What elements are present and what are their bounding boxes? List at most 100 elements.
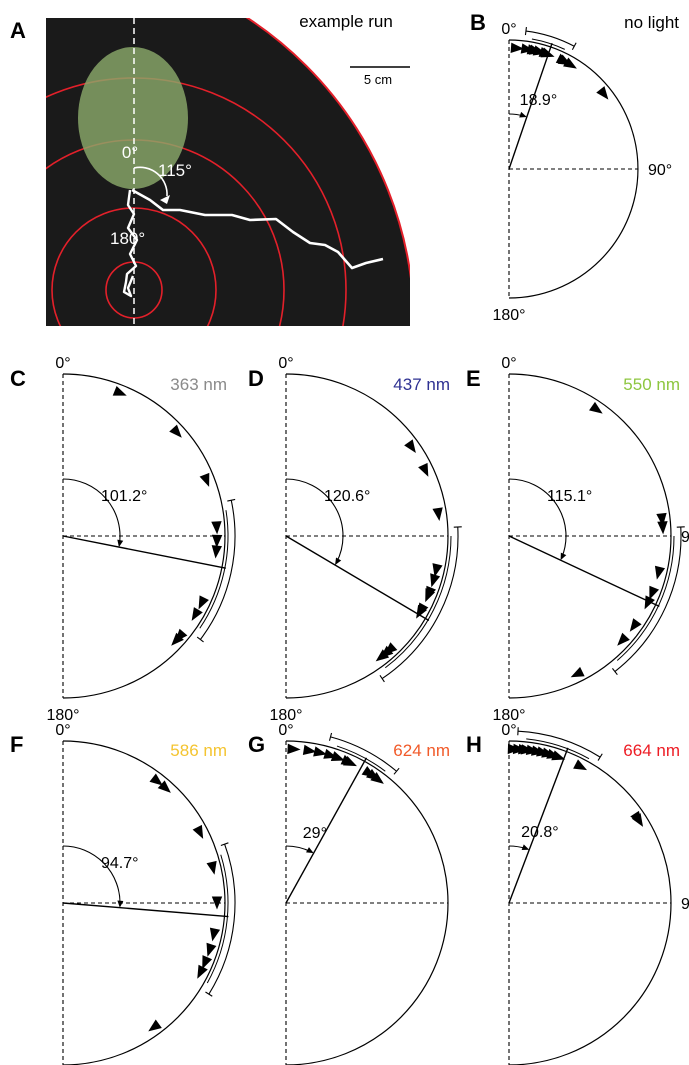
data-arrowhead (375, 649, 390, 662)
panel-letter: F (10, 732, 23, 757)
data-arrowhead (432, 507, 443, 522)
mean-vector (508, 535, 660, 608)
data-arrowhead (649, 585, 660, 600)
mean-vector (508, 42, 553, 170)
confidence-arc (614, 526, 682, 672)
panel-letter: D (248, 366, 264, 391)
confidence-tick (196, 636, 204, 643)
data-arrowhead (510, 42, 524, 54)
mean-angle-label: 120.6° (324, 488, 370, 505)
mean-vector (285, 757, 368, 904)
mean-angle-label: 18.9° (520, 92, 558, 109)
confidence-arc (525, 30, 575, 47)
data-arrowhead (432, 563, 443, 577)
mean-angle-label: 115.1° (547, 488, 592, 505)
data-arrowhead (563, 57, 577, 69)
data-arrowhead (287, 743, 301, 755)
panel-letter: H (466, 732, 482, 757)
data-arrowhead (629, 618, 642, 632)
mean-angle-arc (62, 845, 121, 905)
data-arrowhead (302, 744, 317, 756)
mean-angle-label: 20.8° (521, 824, 559, 841)
data-arrowhead (197, 964, 208, 979)
condition-label: 664 nm (623, 741, 680, 760)
start-path (122, 189, 139, 298)
mean-angle-arrowhead (117, 900, 124, 908)
data-arrowhead (656, 512, 667, 527)
condition-label: 550 nm (623, 375, 680, 394)
confidence-tick (227, 498, 236, 502)
confidence-arc-inner (336, 745, 386, 772)
confidence-arc-inner (199, 510, 229, 629)
axis-label-90: 90° (648, 162, 672, 179)
panel-letter: C (10, 366, 26, 391)
confidence-arc (330, 736, 397, 772)
axis-label-0: 0° (278, 355, 293, 372)
data-arrowhead (570, 666, 585, 678)
condition-label: no light (624, 13, 679, 32)
data-arrowhead (551, 750, 566, 761)
confidence-tick (571, 42, 577, 51)
data-arrowhead (211, 896, 223, 910)
confidence-arc-inner (384, 535, 452, 669)
condition-label: 624 nm (393, 741, 450, 760)
axis-label-0: 0° (55, 355, 70, 372)
mean-angle-label: 94.7° (101, 855, 139, 872)
panel-letter: B (470, 10, 486, 35)
mean-angle-label: 101.2° (101, 488, 147, 505)
confidence-arc (381, 526, 459, 680)
confidence-arc (199, 500, 236, 640)
data-arrowhead (404, 439, 416, 453)
data-arrowhead (342, 755, 357, 767)
confidence-tick (524, 26, 527, 36)
confidence-arc-inner (526, 738, 590, 760)
confidence-arc-inner (616, 535, 675, 661)
data-arrowhead (199, 472, 210, 487)
confidence-arc (517, 730, 601, 758)
confidence-tick (393, 767, 400, 775)
arena-photo (46, 18, 410, 326)
confidence-tick (597, 753, 603, 761)
data-arrowhead (112, 385, 127, 396)
axis-label-180: 180° (492, 307, 525, 324)
data-arrowhead (313, 746, 327, 757)
data-arrowhead (211, 521, 222, 535)
data-arrowhead (589, 401, 603, 414)
data-arrowhead (573, 759, 588, 771)
mean-angle-arrowhead (560, 552, 567, 561)
mean-angle-arc (62, 478, 121, 545)
mean-angle-label: 29° (303, 825, 327, 842)
data-arrowhead (192, 824, 204, 839)
data-arrowhead (370, 771, 384, 784)
data-arrowhead (202, 955, 213, 970)
data-arrowhead (418, 462, 429, 477)
axis-label-90: 90° (681, 529, 689, 546)
axis-label-180: 180° (492, 707, 525, 724)
data-arrowhead (198, 595, 209, 610)
confidence-tick (220, 842, 229, 847)
mean-vector (285, 535, 430, 622)
data-arrowhead (171, 632, 184, 646)
angle-label-115: 115° (158, 161, 192, 180)
data-arrowhead (206, 942, 217, 957)
mean-angle-arc (285, 478, 344, 563)
axis-label-0: 0° (278, 722, 293, 739)
stimulus-light-spot (78, 47, 188, 189)
panel-letter: E (466, 366, 481, 391)
condition-label: 363 nm (170, 375, 227, 394)
condition-label: 586 nm (170, 741, 227, 760)
data-arrowhead (654, 565, 666, 580)
angle-label-0: 0° (122, 143, 138, 162)
data-arrowhead (540, 47, 555, 58)
angle-arrowhead (160, 195, 170, 204)
panel-c: C 363 nm 0° 180° 101.2° (10, 355, 236, 724)
data-arrowhead (211, 545, 223, 559)
mean-angle-arrowhead (519, 111, 527, 118)
angle-label-180: 180° (110, 229, 145, 248)
